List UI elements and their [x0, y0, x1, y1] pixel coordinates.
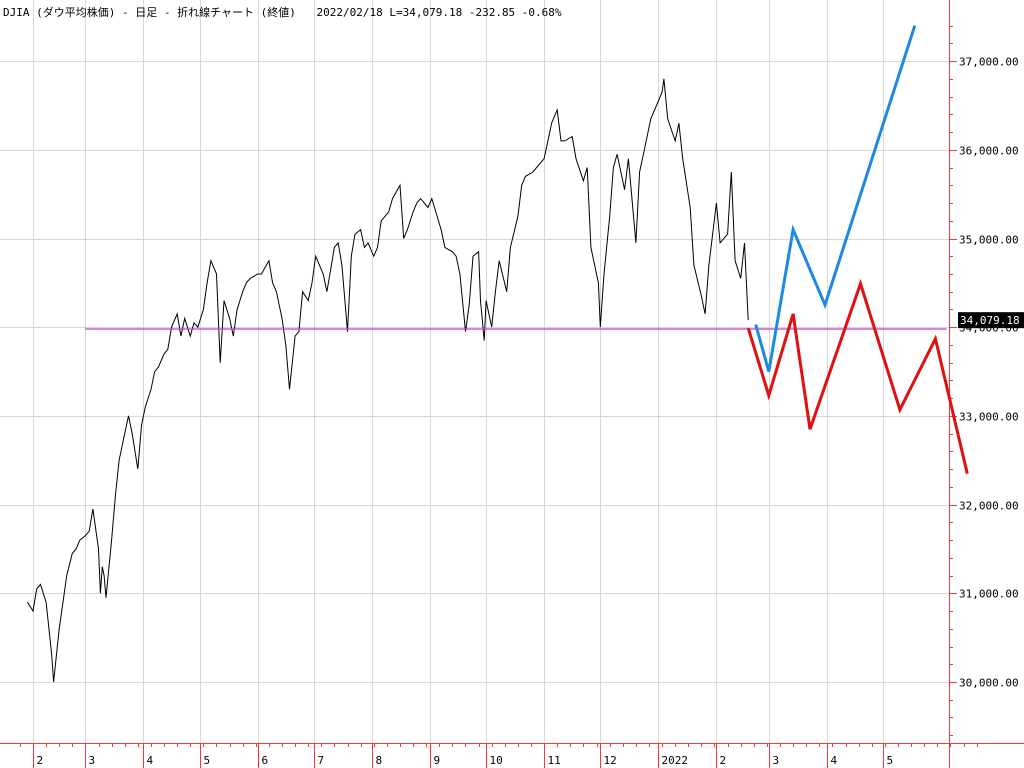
- x-tick-label: 2: [720, 754, 727, 767]
- x-tick-label: 12: [604, 754, 617, 767]
- x-tick-label: 8: [376, 754, 383, 767]
- x-tick-label: 9: [434, 754, 441, 767]
- x-tick-label: 7: [318, 754, 325, 767]
- x-tick-label: 4: [147, 754, 154, 767]
- x-tick-label: 5: [887, 754, 894, 767]
- header-last: L=34,079.18: [383, 6, 462, 19]
- last-value-badge: [958, 312, 1024, 329]
- y-tick-label: 36,000.00: [959, 145, 1019, 158]
- x-tick-label: 3: [89, 754, 96, 767]
- x-tick-label: 5: [204, 754, 211, 767]
- x-tick-label: 2: [37, 754, 44, 767]
- price-line: [26, 78, 749, 683]
- scenario-down-line: [746, 278, 969, 474]
- y-tick-label: 30,000.00: [959, 677, 1019, 690]
- chart-title: DJIA (ダウ平均株価) - 日足 - 折れ線チャート (終値): [3, 5, 296, 19]
- header-change: -232.85: [462, 6, 515, 19]
- x-tick-label: 6: [262, 754, 269, 767]
- x-tick-label: 2022: [662, 754, 689, 767]
- header-change-pct: -0.68%: [515, 6, 562, 19]
- y-tick-label: 32,000.00: [959, 500, 1019, 513]
- chart-header: DJIA (ダウ平均株価) - 日足 - 折れ線チャート (終値) 2022/0…: [3, 5, 562, 19]
- y-tick-label: 35,000.00: [959, 234, 1019, 247]
- y-tick-label: 31,000.00: [959, 588, 1019, 601]
- x-tick-label: 3: [773, 754, 780, 767]
- y-tick-label: 37,000.00: [959, 56, 1019, 69]
- header-date: 2022/02/18: [310, 6, 383, 19]
- x-tick-label: 11: [548, 754, 561, 767]
- last-value-badge-text: 34,079.18: [960, 314, 1020, 327]
- y-tick-label: 33,000.00: [959, 411, 1019, 424]
- scenario-up-line: [754, 25, 917, 373]
- x-tick-label: 10: [490, 754, 503, 767]
- x-tick-label: 4: [831, 754, 838, 767]
